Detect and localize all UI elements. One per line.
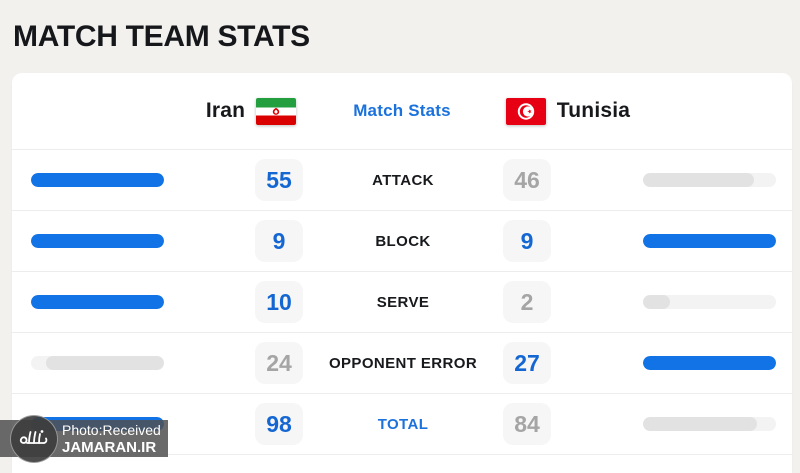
watermark-text: Photo:Received JAMARAN.IR — [62, 421, 161, 456]
page: { "page": { "title": "MATCH TEAM STATS" … — [0, 20, 792, 473]
home-team-bar — [31, 234, 164, 248]
away-team-bar — [643, 234, 776, 248]
photo-credit-line: Photo:Received — [62, 422, 161, 438]
away-value: 9 — [520, 227, 534, 254]
away-team-bar-fill — [643, 417, 757, 431]
stat-row: 9 BLOCK 9 — [12, 211, 792, 272]
home-team-bar-fill — [31, 295, 164, 309]
home-value: 9 — [272, 227, 286, 254]
home-value-box: 10 — [255, 281, 303, 323]
tunisia-flag-icon — [505, 97, 546, 125]
stat-label: BLOCK — [375, 232, 431, 250]
away-team-bar-fill — [643, 295, 670, 309]
home-value-box: 55 — [255, 159, 303, 201]
iran-flag-icon — [256, 97, 297, 125]
away-value-box: 84 — [503, 403, 551, 445]
home-value: 55 — [266, 166, 292, 193]
home-team-bar — [31, 356, 164, 370]
away-team-bar — [643, 356, 776, 370]
away-team-bar-fill — [643, 356, 776, 370]
stat-label: SERVE — [376, 293, 430, 311]
away-value-box: 46 — [503, 159, 551, 201]
away-team-bar-fill — [643, 173, 755, 187]
away-value-box: 9 — [503, 220, 551, 262]
home-value-box: 98 — [255, 403, 303, 445]
match-stats-heading: Match Stats — [353, 101, 451, 120]
away-team-bar — [643, 295, 776, 309]
away-team-bar — [643, 173, 776, 187]
watermark-site-name: JAMARAN.IR — [62, 439, 157, 456]
away-value: 27 — [514, 349, 540, 376]
home-team-name: Iran — [205, 99, 246, 122]
away-team-header: Tunisia — [505, 97, 792, 125]
home-team-bar-fill — [31, 234, 164, 248]
home-team-bar — [31, 295, 164, 309]
home-team-bar-fill — [45, 356, 164, 370]
stats-rows: 55 ATTACK 46 9 BLOCK 9 10 — [12, 150, 792, 455]
home-team-bar-fill — [31, 173, 164, 187]
away-value-box: 27 — [503, 342, 551, 384]
home-team-bar — [31, 173, 164, 187]
away-team-bar — [643, 417, 776, 431]
jamaran-logo-icon — [10, 415, 58, 463]
away-value: 46 — [514, 166, 540, 193]
home-value: 10 — [266, 288, 292, 315]
stats-header: Iran Match Stats Tunisia — [12, 73, 792, 150]
away-team-bar-fill — [643, 234, 776, 248]
stat-row: 10 SERVE 2 — [12, 272, 792, 333]
home-team-header: Iran — [12, 97, 297, 125]
match-stats-card: Iran Match Stats Tunisia — [12, 73, 792, 473]
home-value: 24 — [266, 349, 292, 376]
stat-label: OPPONENT ERROR — [328, 354, 478, 372]
stat-row: 24 OPPONENT ERROR 27 — [12, 333, 792, 394]
home-value-box: 24 — [255, 342, 303, 384]
stat-label: ATTACK — [372, 171, 434, 189]
stat-row: 55 ATTACK 46 — [12, 150, 792, 211]
home-value-box: 9 — [255, 220, 303, 262]
home-value: 98 — [266, 410, 292, 437]
away-value: 2 — [520, 288, 534, 315]
page-title: MATCH TEAM STATS — [13, 20, 310, 53]
away-value: 84 — [514, 410, 540, 437]
away-team-name: Tunisia — [556, 99, 631, 122]
stat-label: TOTAL — [377, 415, 429, 433]
away-value-box: 2 — [503, 281, 551, 323]
